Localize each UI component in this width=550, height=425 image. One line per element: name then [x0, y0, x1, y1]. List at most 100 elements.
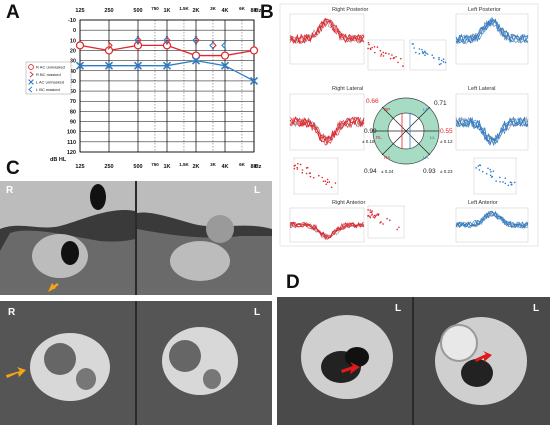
db-tick-label: 50 [70, 79, 76, 85]
vemp-figure: Right Posterior Left Posterior Right Lat… [279, 3, 539, 247]
frequency-tick-label: 750 [151, 6, 159, 11]
audiogram-db-axis: -10 0 10 20 30 40 50 60 70 80 90 100 110 120 [67, 18, 76, 156]
audiogram-grid [79, 19, 255, 153]
scatter-point [422, 52, 424, 55]
scatter-point [373, 214, 376, 217]
legend-label: L BC masked [36, 87, 60, 92]
scatter-point [369, 215, 371, 217]
scatter-point [371, 213, 373, 215]
scatter-point [301, 171, 304, 174]
trace-line [455, 116, 529, 147]
frequency-tick-label: 2K [192, 8, 199, 14]
scatter-point [321, 176, 324, 179]
scatter-point [438, 56, 440, 59]
trace-line [289, 18, 365, 44]
trace-line [455, 19, 529, 44]
scatter-point [386, 217, 388, 220]
frequency-tick-label: Hz [255, 164, 262, 170]
legend-symbol-bracket [28, 86, 33, 93]
scatter-point [438, 58, 440, 61]
scatter-plot-frame [409, 39, 447, 71]
scatter-point [490, 176, 493, 178]
scatter-point [326, 178, 329, 181]
scatter-point [301, 169, 304, 171]
scatter-point [371, 210, 373, 212]
scatter-point [376, 46, 379, 48]
db-tick-label: 100 [67, 130, 76, 136]
scatter-point [418, 52, 421, 55]
scatter-point [431, 54, 434, 56]
scatter-point [433, 57, 435, 59]
scatter-point [379, 49, 382, 52]
ct-panel-d: L L [277, 297, 550, 425]
trace-line [455, 116, 529, 144]
data-point-cross [220, 61, 230, 70]
db-tick-label: 90 [70, 120, 76, 126]
data-point-cross [249, 76, 259, 85]
scatter-point [424, 54, 426, 56]
trace-line [289, 18, 365, 44]
scatter-point [442, 58, 445, 60]
audiogram-legend: R AC unmasked R BC masked L AC unmasked L B… [25, 61, 72, 95]
db-tick-label: 110 [67, 140, 76, 146]
trace-line [455, 211, 529, 229]
scatter-point [504, 177, 507, 179]
data-point-bracket [221, 40, 227, 50]
legend-label: R AC unmasked [36, 65, 65, 70]
scatter-point [309, 172, 312, 174]
scatter-point [373, 45, 376, 48]
red-arrow-d1 [341, 362, 360, 374]
frequency-tick-label: Hz [255, 8, 262, 14]
frequency-tick-label: 4K [221, 164, 228, 170]
frequency-tick-label: 8K [250, 8, 257, 14]
scatter-point [513, 181, 516, 184]
frequency-tick-label: 750 [151, 162, 159, 167]
scatter-point [414, 51, 417, 54]
frequency-tick-label: 2K [192, 164, 199, 170]
data-point-circle [75, 41, 85, 50]
wheel-label-rp: RP [384, 107, 390, 112]
ct-label-r-top: R [6, 185, 14, 196]
data-point-bracket [134, 35, 140, 45]
scatter-point [328, 181, 331, 183]
data-point-circle [133, 41, 143, 50]
frequency-tick-label: 1K [163, 8, 170, 14]
scatter-point [481, 170, 484, 173]
trace-line [289, 19, 365, 43]
scatter-point [495, 180, 497, 182]
scatter-point [504, 182, 507, 185]
data-point-bracket [209, 40, 215, 50]
ct-label-l-top: L [254, 185, 261, 196]
scatter-point [398, 226, 400, 229]
scatter-point [485, 172, 488, 175]
scatter-point [297, 162, 299, 165]
scatter-point [334, 182, 337, 184]
scatter-point [382, 51, 385, 54]
data-point-bracket [163, 35, 169, 45]
gain-right-anterior-sd: ± 0.24 [381, 169, 394, 174]
scatter-point [510, 183, 513, 186]
scatter-plot-frame [293, 157, 339, 195]
scatter-point [492, 170, 495, 173]
scatter-point [373, 51, 376, 54]
trace-line [289, 221, 365, 241]
scatter-point [368, 43, 370, 46]
scatter-point [502, 181, 504, 183]
scatter-point [477, 165, 480, 167]
gain-left-lateral: 0.55 [440, 128, 453, 135]
frequency-tick-label: 6K [239, 6, 246, 11]
data-point-bracket [192, 35, 198, 45]
data-point-circle [249, 46, 259, 55]
scatter-point [367, 214, 369, 217]
frequency-tick-label: 500 [133, 8, 142, 14]
scatter-point [377, 214, 380, 216]
trace-line [455, 210, 529, 229]
ct-air-cell [90, 184, 106, 210]
scatter-point [426, 53, 429, 55]
scatter-point [440, 62, 442, 65]
wheel-label-ra: RA [384, 155, 390, 160]
scatter-point [489, 168, 492, 171]
scatter-point [490, 170, 492, 173]
gain-right-anterior: 0.94 [364, 168, 377, 175]
